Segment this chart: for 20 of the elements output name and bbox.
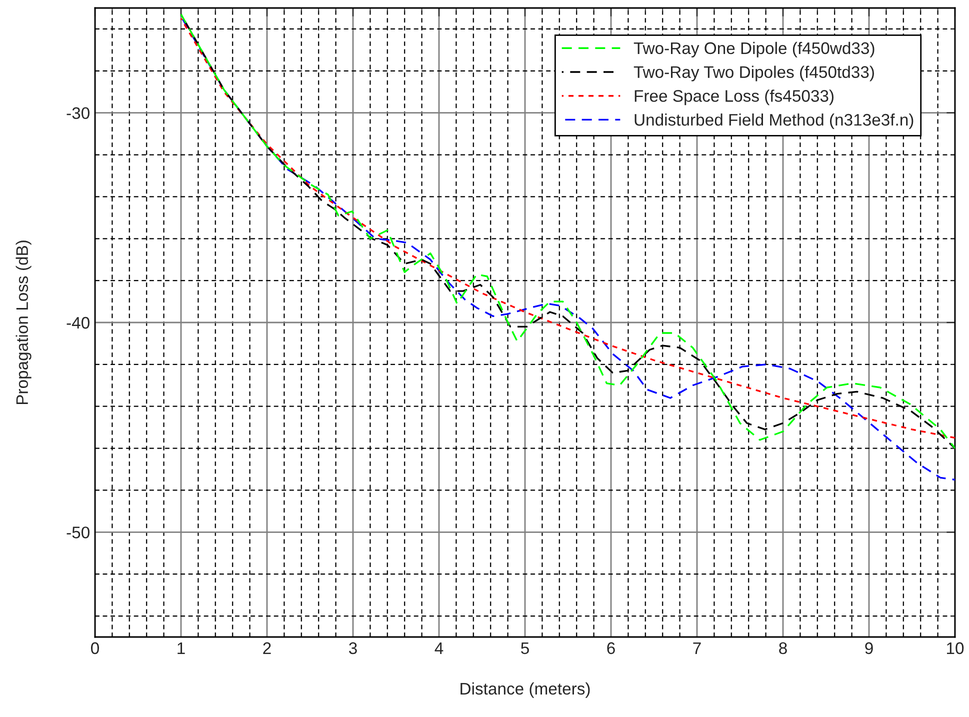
x-tick-label: 10	[947, 642, 964, 654]
x-tick-label: 7	[693, 642, 701, 654]
y-axis-title: Propagation Loss (dB)	[16, 240, 32, 404]
x-tick-label: 6	[607, 642, 615, 654]
y-tick-label: -50	[66, 526, 90, 538]
x-tick-label: 1	[178, 642, 185, 654]
x-tick-label: 4	[434, 642, 444, 654]
x-tick-label: 2	[263, 642, 271, 654]
legend-label: Two-Ray Two Dipoles (f450td33)	[634, 66, 874, 82]
y-tick-label: -40	[66, 316, 90, 329]
x-tick-label: 9	[865, 642, 873, 654]
legend-label: Two-Ray One Dipole (f450wd33)	[634, 42, 874, 58]
x-axis-title: Distance (meters)	[460, 682, 590, 698]
legend-label: Undisturbed Field Method (n313e3f.n)	[634, 113, 914, 130]
x-tick-label: 0	[91, 642, 99, 654]
x-tick-label: 3	[349, 642, 357, 654]
legend-label: Free Space Loss (fs45033)	[634, 90, 834, 106]
y-tick-label: -30	[66, 107, 90, 120]
x-tick-label: 5	[521, 642, 529, 654]
x-tick-label: 8	[779, 642, 787, 654]
